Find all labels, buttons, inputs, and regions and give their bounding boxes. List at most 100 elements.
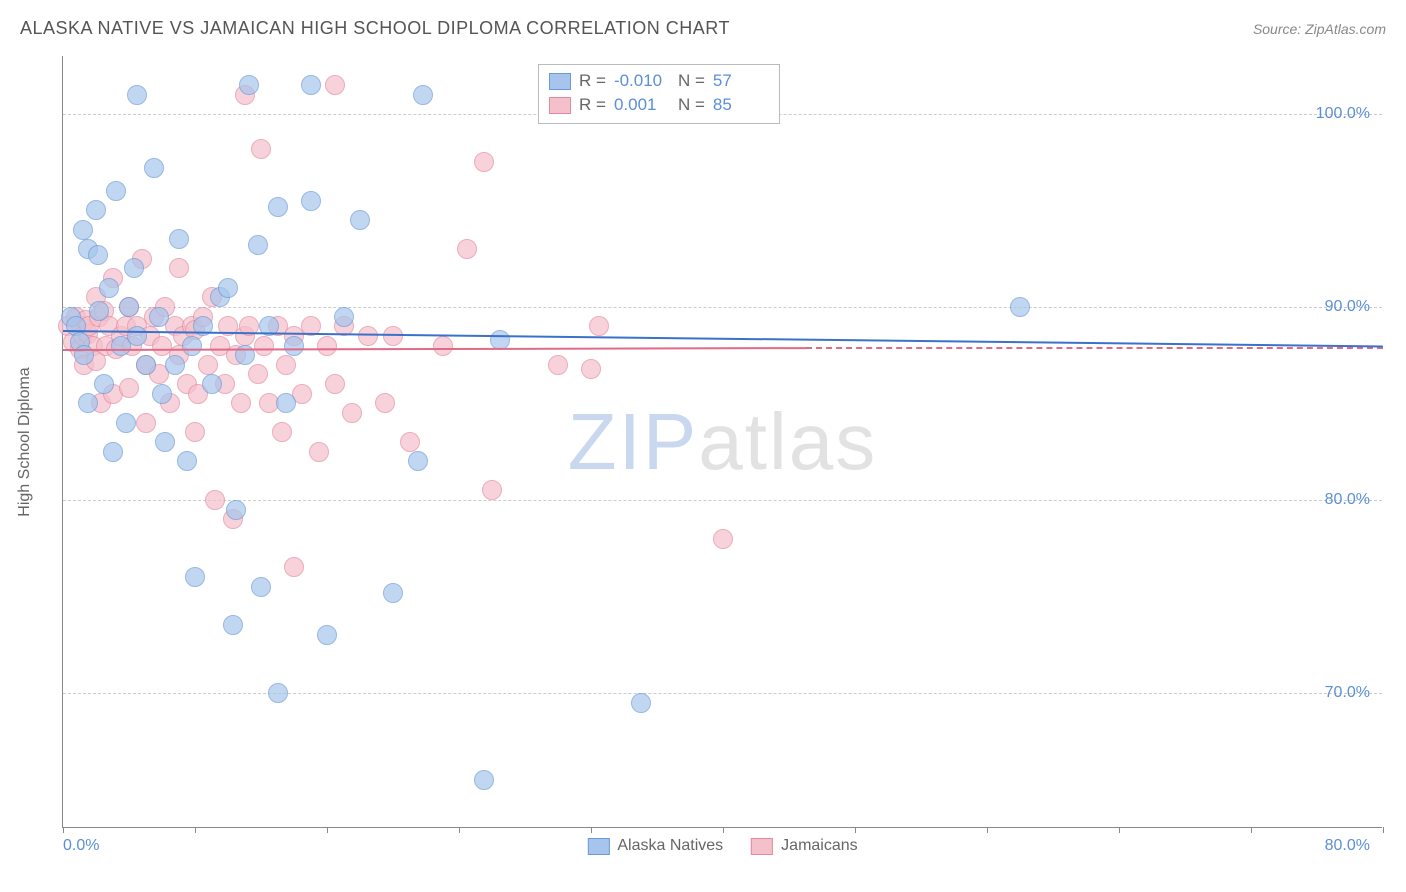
data-point <box>1010 297 1030 317</box>
x-tick <box>1119 827 1120 833</box>
r-label: R = <box>579 71 606 91</box>
data-point <box>202 374 222 394</box>
data-point <box>254 336 274 356</box>
data-point <box>185 422 205 442</box>
data-point <box>268 683 288 703</box>
data-point <box>482 480 502 500</box>
data-point <box>144 158 164 178</box>
x-tick <box>327 827 328 833</box>
n-label: N = <box>678 95 705 115</box>
data-point <box>350 210 370 230</box>
data-point <box>474 152 494 172</box>
y-tick-label: 90.0% <box>1325 298 1370 316</box>
x-tick <box>855 827 856 833</box>
data-point <box>119 378 139 398</box>
legend-swatch <box>751 838 773 855</box>
legend-item: Jamaicans <box>751 837 857 855</box>
legend-label: Jamaicans <box>781 837 857 855</box>
x-tick <box>987 827 988 833</box>
x-tick <box>459 827 460 833</box>
data-point <box>169 229 189 249</box>
data-point <box>334 307 354 327</box>
data-point <box>317 336 337 356</box>
data-point <box>317 625 337 645</box>
data-point <box>231 393 251 413</box>
stats-legend: R =-0.010N =57R =0.001N =85 <box>538 64 780 124</box>
data-point <box>548 355 568 375</box>
data-point <box>284 336 304 356</box>
data-point <box>165 355 185 375</box>
data-point <box>251 577 271 597</box>
data-point <box>116 413 136 433</box>
data-point <box>89 301 109 321</box>
stats-row: R =-0.010N =57 <box>549 69 769 93</box>
data-point <box>301 191 321 211</box>
data-point <box>433 336 453 356</box>
x-axis-min-label: 0.0% <box>63 837 99 855</box>
legend-swatch <box>587 838 609 855</box>
data-point <box>78 393 98 413</box>
data-point <box>88 245 108 265</box>
data-point <box>149 307 169 327</box>
data-point <box>342 403 362 423</box>
x-tick <box>723 827 724 833</box>
data-point <box>272 422 292 442</box>
data-point <box>155 432 175 452</box>
data-point <box>106 181 126 201</box>
legend-item: Alaska Natives <box>587 837 723 855</box>
data-point <box>218 278 238 298</box>
data-point <box>177 451 197 471</box>
data-point <box>631 693 651 713</box>
data-point <box>301 75 321 95</box>
y-tick-label: 80.0% <box>1325 491 1370 509</box>
data-point <box>182 336 202 356</box>
data-point <box>73 220 93 240</box>
legend-label: Alaska Natives <box>617 837 723 855</box>
n-value: 57 <box>713 71 769 91</box>
data-point <box>276 355 296 375</box>
data-point <box>248 235 268 255</box>
y-axis-title: High School Diploma <box>16 367 34 516</box>
data-point <box>251 139 271 159</box>
x-tick <box>1251 827 1252 833</box>
data-point <box>86 200 106 220</box>
data-point <box>223 615 243 635</box>
data-point <box>103 442 123 462</box>
gridline <box>63 307 1382 308</box>
data-point <box>127 85 147 105</box>
data-point <box>325 374 345 394</box>
data-point <box>589 316 609 336</box>
gridline <box>63 693 1382 694</box>
data-point <box>99 278 119 298</box>
data-point <box>205 490 225 510</box>
data-point <box>127 326 147 346</box>
data-point <box>239 75 259 95</box>
x-tick <box>63 827 64 833</box>
data-point <box>124 258 144 278</box>
data-point <box>119 297 139 317</box>
data-point <box>474 770 494 790</box>
data-point <box>383 583 403 603</box>
data-point <box>185 567 205 587</box>
y-tick-label: 70.0% <box>1325 684 1370 702</box>
data-point <box>136 413 156 433</box>
data-point <box>198 355 218 375</box>
data-point <box>490 330 510 350</box>
data-point <box>457 239 477 259</box>
data-point <box>226 500 246 520</box>
chart-title: ALASKA NATIVE VS JAMAICAN HIGH SCHOOL DI… <box>20 18 730 39</box>
legend-swatch <box>549 73 571 90</box>
x-tick <box>195 827 196 833</box>
legend-swatch <box>549 97 571 114</box>
stats-row: R =0.001N =85 <box>549 93 769 117</box>
data-point <box>136 355 156 375</box>
trend-line <box>806 347 1384 349</box>
n-value: 85 <box>713 95 769 115</box>
source-attribution: Source: ZipAtlas.com <box>1253 21 1386 37</box>
n-label: N = <box>678 71 705 91</box>
data-point <box>713 529 733 549</box>
x-tick <box>1383 827 1384 833</box>
data-point <box>268 197 288 217</box>
data-point <box>325 75 345 95</box>
gridline <box>63 500 1382 501</box>
